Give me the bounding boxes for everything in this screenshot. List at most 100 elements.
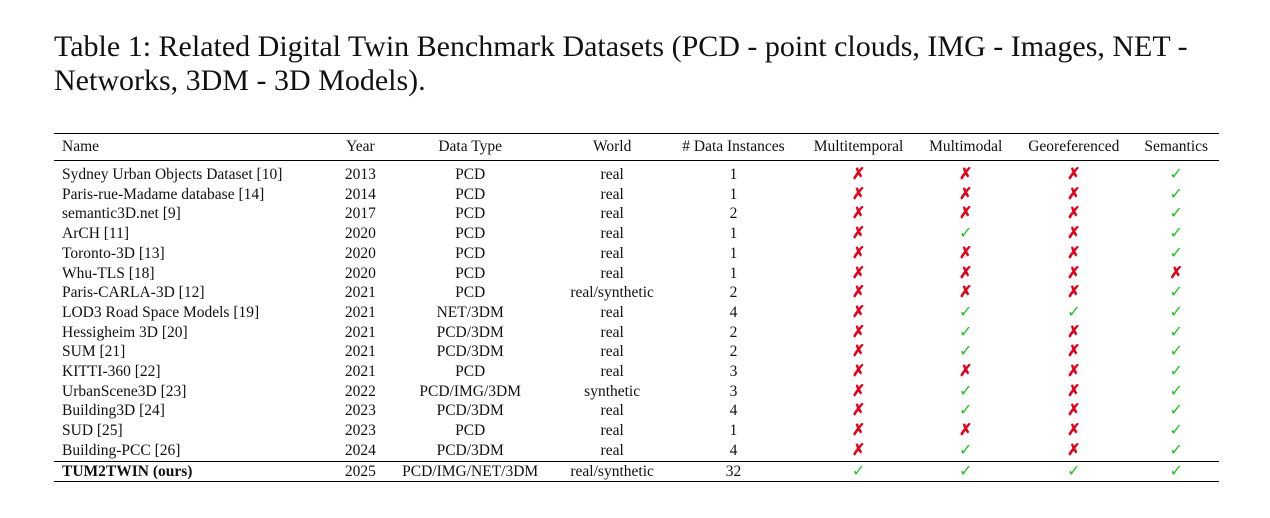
- cell-data-type: PCD: [455, 185, 486, 203]
- cell-world: real/synthetic: [570, 284, 654, 302]
- cell-multimodal: ✗: [917, 161, 1014, 185]
- cross-mark-icon: ✗: [1067, 244, 1081, 262]
- cell-semantics: ✓: [1133, 441, 1219, 461]
- check-mark-icon: ✓: [958, 441, 973, 459]
- cell-name: SUD [25]: [62, 422, 123, 440]
- cell-name: UrbanScene3D [23]: [62, 382, 187, 400]
- cell-name: ArCH [11]: [62, 225, 130, 243]
- cell-multitemporal: ✗: [800, 283, 917, 303]
- cell-data-instances: 2: [729, 205, 738, 223]
- cell-year: 2023: [344, 422, 376, 440]
- table-row: UrbanScene3D [23] 2022 PCD/IMG/3DM syntheti…: [54, 382, 1219, 402]
- header-data-type: Data Type: [383, 133, 558, 161]
- cross-mark-icon: ✗: [851, 303, 866, 321]
- cell-semantics: ✓: [1133, 161, 1219, 185]
- cell-name: Paris-rue-Madame database [14]: [62, 185, 265, 203]
- cross-mark-icon: ✗: [958, 422, 973, 440]
- cell-semantics: ✓: [1133, 303, 1219, 323]
- cell-multitemporal: ✗: [800, 303, 917, 323]
- cell-multitemporal: ✗: [800, 264, 917, 284]
- table-body: Sydney Urban Objects Dataset [10] 2013 PCD…: [54, 161, 1219, 483]
- cell-year: 2021: [344, 284, 376, 302]
- check-mark-icon: ✓: [1067, 462, 1081, 480]
- cell-data-instances: 4: [729, 441, 738, 459]
- cell-world: real: [600, 303, 624, 321]
- table-row: Hessigheim 3D [20] 2021 PCD/3DM real 2 ✗ ✓ ✗ ✓: [54, 323, 1219, 343]
- cell-name: Whu-TLS [18]: [62, 264, 155, 282]
- cross-mark-icon: ✗: [851, 284, 866, 302]
- cell-georeferenced: ✗: [1014, 421, 1133, 441]
- cell-data-type: PCD/IMG/3DM: [419, 382, 521, 400]
- table-row: SUD [25] 2023 PCD real 1 ✗ ✗ ✗ ✓: [54, 421, 1219, 441]
- cross-mark-icon: ✗: [1067, 185, 1081, 203]
- cell-multimodal: ✓: [917, 441, 1014, 461]
- header-georeferenced: Georeferenced: [1014, 133, 1134, 161]
- cell-georeferenced: ✓: [1014, 303, 1133, 323]
- cell-year: 2021: [344, 323, 376, 341]
- cell-name: semantic3D.net [9]: [62, 205, 181, 223]
- table-row: Sydney Urban Objects Dataset [10] 2013 PCD…: [54, 161, 1219, 185]
- check-mark-icon: ✓: [958, 462, 973, 480]
- cell-georeferenced: ✗: [1014, 323, 1133, 343]
- cell-world: real/synthetic: [557, 460, 668, 483]
- cross-mark-icon: ✗: [851, 363, 866, 381]
- check-mark-icon: ✓: [1169, 382, 1183, 400]
- table-row: Toronto-3D [13] 2020 PCD real 1 ✗ ✗ ✗ ✓: [54, 244, 1219, 264]
- cell-multimodal: ✓: [917, 460, 1015, 483]
- header-year: Year: [337, 133, 384, 161]
- cell-georeferenced: ✗: [1014, 264, 1133, 284]
- cross-mark-icon: ✗: [1067, 343, 1081, 361]
- cell-data-instances: 3: [729, 382, 738, 400]
- cell-georeferenced: ✗: [1014, 185, 1133, 205]
- cell-world: real: [600, 205, 624, 223]
- cross-mark-icon: ✗: [1067, 225, 1081, 243]
- cross-mark-icon: ✗: [851, 185, 866, 203]
- check-mark-icon: ✓: [1169, 462, 1183, 480]
- cell-semantics: ✓: [1133, 204, 1219, 224]
- check-mark-icon: ✓: [958, 382, 973, 400]
- check-mark-icon: ✓: [958, 303, 973, 321]
- cell-georeferenced: ✗: [1014, 204, 1133, 224]
- check-mark-icon: ✓: [958, 225, 973, 243]
- cell-data-type: PCD/3DM: [436, 402, 504, 420]
- cross-mark-icon: ✗: [851, 205, 866, 223]
- check-mark-icon: ✓: [1169, 166, 1183, 183]
- cell-data-type: NET/3DM: [436, 303, 504, 321]
- cross-mark-icon: ✗: [958, 185, 973, 203]
- cell-multimodal: ✗: [917, 283, 1014, 303]
- table-row: ArCH [11] 2020 PCD real 1 ✗ ✓ ✗ ✓: [54, 224, 1219, 244]
- cell-georeferenced: ✗: [1014, 244, 1133, 264]
- cell-multimodal: ✓: [917, 323, 1014, 343]
- cell-georeferenced: ✓: [1014, 460, 1134, 483]
- cell-world: real: [600, 323, 624, 341]
- cell-name: TUM2TWIN (ours): [54, 460, 338, 483]
- check-mark-icon: ✓: [1169, 244, 1183, 262]
- cell-data-instances: 2: [729, 284, 738, 302]
- cell-year: 2023: [344, 402, 376, 420]
- table-row: SUM [21] 2021 PCD/3DM real 2 ✗ ✓ ✗ ✓: [54, 342, 1219, 362]
- cell-data-type: PCD: [455, 284, 486, 302]
- cross-mark-icon: ✗: [1067, 323, 1081, 341]
- cell-data-type: PCD: [455, 166, 486, 183]
- cell-data-type: PCD/3DM: [436, 441, 504, 459]
- cross-mark-icon: ✗: [851, 422, 866, 440]
- cell-multimodal: ✗: [917, 204, 1014, 224]
- cell-data-type: PCD/3DM: [436, 343, 504, 361]
- cell-name: Paris-CARLA-3D [12]: [62, 284, 205, 302]
- cell-name: LOD3 Road Space Models [19]: [62, 303, 260, 321]
- cell-world: real: [600, 343, 624, 361]
- benchmark-datasets-table: Name Year Data Type World # Data Instanc…: [54, 133, 1219, 483]
- cross-mark-icon: ✗: [1067, 382, 1081, 400]
- check-mark-icon: ✓: [958, 343, 973, 361]
- cell-semantics: ✓: [1133, 244, 1219, 264]
- cross-mark-icon: ✗: [958, 284, 973, 302]
- cross-mark-icon: ✗: [1067, 166, 1081, 183]
- check-mark-icon: ✓: [1169, 422, 1183, 440]
- table-row: Building-PCC [26] 2024 PCD/3DM real 4 ✗ ✓ ✗ ✓: [54, 441, 1219, 461]
- cross-mark-icon: ✗: [851, 264, 866, 282]
- cross-mark-icon: ✗: [1067, 205, 1081, 223]
- cell-year: 2024: [344, 441, 376, 459]
- cell-georeferenced: ✗: [1014, 401, 1133, 421]
- cell-data-instances: 2: [729, 323, 738, 341]
- cross-mark-icon: ✗: [851, 244, 866, 262]
